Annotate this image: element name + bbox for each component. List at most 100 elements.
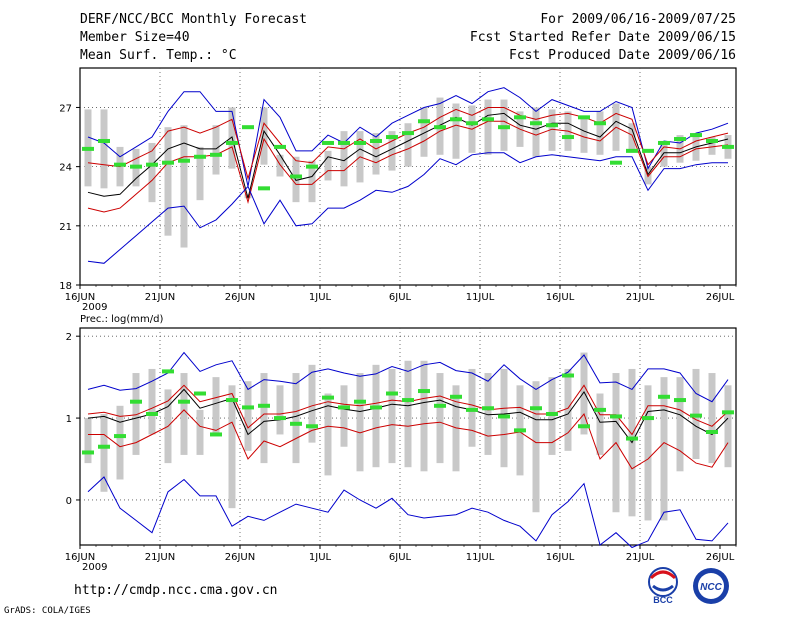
x-tick-label: 11JUL: [466, 552, 495, 563]
observed-marker: [626, 148, 638, 153]
source-url[interactable]: http://cmdp.ncc.cma.gov.cn: [74, 583, 278, 598]
ensemble-box: [532, 107, 540, 157]
x-tick-label: 6JUL: [389, 292, 412, 303]
observed-marker: [722, 410, 734, 415]
ensemble-box: [452, 103, 460, 159]
x-year-label: 2009: [82, 562, 107, 573]
observed-marker: [114, 434, 126, 439]
start-refer-date: Fcst Started Refer Date 2009/06/15: [469, 30, 736, 45]
observed-marker: [418, 119, 430, 124]
observed-marker: [226, 398, 238, 403]
observed-marker: [690, 413, 702, 418]
observed-marker: [434, 125, 446, 130]
observed-marker: [466, 407, 478, 412]
ensemble-box: [580, 117, 588, 153]
ensemble-box: [132, 373, 140, 455]
ensemble-box: [244, 381, 252, 451]
observed-marker: [498, 125, 510, 130]
ensemble-box: [308, 364, 316, 443]
y-tick-label: 24: [59, 163, 72, 174]
ensemble-box: [436, 373, 444, 464]
ensemble-box: [180, 373, 188, 455]
x-year-label: 2009: [82, 302, 107, 313]
observed-marker: [402, 398, 414, 403]
x-tick-label: 26JUN: [225, 292, 255, 303]
observed-marker: [210, 152, 222, 157]
observed-marker: [546, 411, 558, 416]
ensemble-box: [404, 123, 412, 167]
observed-marker: [162, 160, 174, 165]
produced-date: Fcst Produced Date 2009/06/16: [509, 48, 736, 63]
ncc-logo: NCC: [693, 568, 729, 604]
observed-marker: [642, 148, 654, 153]
series-min-line: [87, 152, 728, 264]
ensemble-box: [564, 368, 572, 451]
observed-marker: [690, 133, 702, 138]
observed-marker: [642, 416, 654, 421]
ensemble-box: [676, 377, 684, 472]
x-tick-label: 16JUN: [65, 292, 95, 303]
ensemble-box: [420, 360, 428, 472]
x-tick-label: 21JUN: [145, 292, 175, 303]
member-size: Member Size=40: [80, 30, 190, 45]
observed-marker: [578, 115, 590, 120]
observed-marker: [210, 432, 222, 437]
ensemble-box: [340, 385, 348, 447]
series-max-line: [87, 351, 729, 403]
observed-marker: [290, 421, 302, 426]
series-mean-line: [87, 388, 729, 444]
observed-marker: [354, 399, 366, 404]
observed-marker: [242, 405, 254, 410]
observed-marker: [418, 389, 430, 394]
observed-marker: [546, 123, 558, 128]
ensemble-box: [708, 373, 716, 464]
ensemble-box: [708, 137, 716, 155]
observed-marker: [338, 140, 350, 145]
observed-marker: [610, 160, 622, 165]
observed-marker: [306, 164, 318, 169]
observed-marker: [338, 405, 350, 410]
observed-marker: [162, 369, 174, 374]
observed-marker: [530, 121, 542, 126]
series-lower-line: [88, 409, 729, 470]
x-tick-label: 1JUL: [309, 292, 332, 303]
ensemble-box: [372, 133, 380, 175]
panel-1: 18 21 24 27 16JUN 21JUN 26JUN 1JUL 6JUL 11JUL 16JU…: [59, 67, 737, 313]
ensemble-box: [532, 381, 540, 513]
observed-marker: [658, 394, 670, 399]
ensemble-box: [596, 111, 604, 155]
observed-marker: [130, 164, 142, 169]
ensemble-box: [276, 154, 284, 177]
observed-marker: [98, 138, 110, 143]
chart-title: DERF/NCC/BCC Monthly Forecast: [80, 12, 307, 27]
observed-marker: [626, 436, 638, 441]
ensemble-box: [100, 109, 108, 189]
ensemble-box: [484, 373, 492, 455]
ensemble-box: [324, 150, 332, 181]
ensemble-box: [308, 160, 316, 203]
observed-marker: [402, 131, 414, 136]
x-tick-label: 21JUL: [626, 552, 655, 563]
ensemble-box: [372, 364, 380, 468]
ensemble-box: [116, 405, 124, 480]
ncc-logo-text: NCC: [700, 582, 722, 593]
ensemble-box: [548, 109, 556, 151]
x-tick-label: 16JUL: [546, 292, 575, 303]
observed-marker: [514, 428, 526, 433]
ensemble-box: [212, 377, 220, 435]
ensemble-box: [644, 385, 652, 521]
observed-marker: [610, 414, 622, 419]
observed-marker: [578, 424, 590, 429]
observed-marker: [562, 135, 574, 140]
observed-marker: [466, 121, 478, 126]
ensemble-box: [100, 413, 108, 492]
observed-marker: [674, 398, 686, 403]
ensemble-box: [260, 107, 268, 165]
observed-marker: [178, 399, 190, 404]
series-mean-line: [87, 112, 729, 199]
x-tick-label: 16JUL: [546, 552, 575, 563]
observed-marker: [370, 138, 382, 143]
ensemble-box: [196, 409, 204, 455]
ensemble-box: [724, 385, 732, 468]
